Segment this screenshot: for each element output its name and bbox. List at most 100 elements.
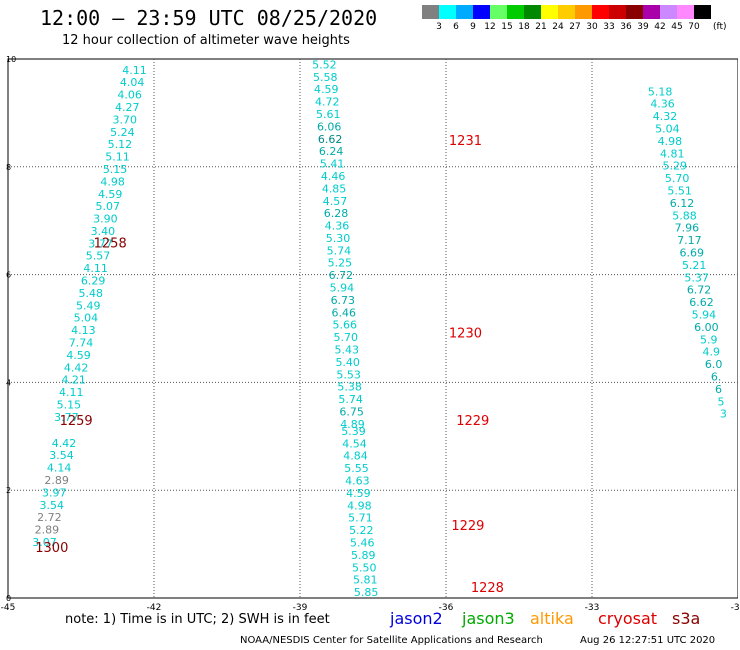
legend-swatch [677, 5, 694, 19]
legend-swatch [660, 5, 677, 19]
wave-height-value: 5.85 [354, 586, 379, 599]
satellite-label-cryosat: cryosat [598, 609, 658, 628]
wave-height-value: 5.55 [344, 462, 369, 475]
legend-tick-label: 39 [637, 22, 649, 32]
wave-height-value: 3.77 [88, 237, 113, 250]
wave-height-value: 5.61 [316, 108, 341, 121]
wave-height-value: 4.57 [323, 195, 348, 208]
wave-height-value: 4.98 [100, 175, 125, 188]
wave-height-value: 6.24 [319, 145, 344, 158]
pass-time-label: 1228 [471, 581, 504, 596]
wave-height-value: 5.70 [665, 172, 690, 185]
x-tick-label: -45 [1, 603, 16, 613]
legend-swatch [541, 5, 558, 19]
wave-height-value: 5.22 [349, 524, 374, 537]
wave-height-value: 5.94 [692, 308, 717, 321]
wave-height-value: 5.04 [655, 123, 680, 136]
pass-time-label: 1231 [449, 134, 482, 149]
wave-height-value: 6.62 [689, 296, 714, 309]
wave-height-value: 4.59 [98, 188, 123, 201]
wave-height-value: 3 [720, 408, 727, 421]
wave-height-value: 6.72 [329, 269, 354, 282]
wave-height-value: 4.59 [346, 487, 371, 500]
legend-tick-label: 70 [688, 22, 700, 32]
pass-time-label: 1259 [60, 414, 93, 429]
wave-height-value: 5.15 [103, 163, 128, 176]
wave-height-value: 5.24 [110, 126, 135, 139]
wave-height-value: 5.57 [86, 250, 111, 263]
wave-height-value: 5.37 [684, 271, 709, 284]
legend-swatch [643, 5, 660, 19]
wave-height-value: 4.42 [52, 437, 77, 450]
x-tick-label: -36 [439, 603, 454, 613]
legend-swatch [575, 5, 592, 19]
wave-height-value: 2.89 [44, 474, 69, 487]
x-tick-label: -30 [731, 603, 740, 613]
wave-height-value: 6.0 [705, 358, 723, 371]
y-tick-label: 10 [6, 55, 16, 64]
y-tick-label: 0 [6, 594, 11, 603]
wave-height-value: 5.74 [338, 393, 363, 406]
wave-height-value: 5.52 [312, 58, 337, 71]
wave-height-value: 5.94 [330, 282, 355, 295]
wave-height-value: 5.40 [335, 356, 360, 369]
generation-timestamp: Aug 26 12:27:51 UTC 2020 [580, 635, 716, 646]
wave-height-value: 3.90 [93, 213, 118, 226]
legend-swatch [592, 5, 609, 19]
wave-height-value: 5.38 [337, 381, 362, 394]
wave-height-value: 5.81 [353, 574, 378, 587]
wave-height-value: 6.75 [339, 406, 364, 419]
wave-height-value: 3.40 [91, 225, 116, 238]
legend-tick-label: 15 [501, 22, 513, 32]
wave-height-value: 4.11 [59, 386, 84, 399]
pass-time-label: 1230 [449, 326, 482, 341]
wave-height-value: 5.9 [700, 333, 718, 346]
wave-height-value: 4.81 [660, 147, 685, 160]
wave-height-value: 4.36 [325, 220, 350, 233]
wave-height-value: 4.06 [117, 89, 142, 102]
wave-height-value: 6.46 [332, 306, 357, 319]
legend-tick-label: 45 [671, 22, 683, 32]
wave-height-value: 6.29 [81, 275, 106, 288]
legend-tick-label: 9 [470, 22, 476, 32]
wave-height-value: 5.43 [334, 344, 359, 357]
wave-height-value: 5.18 [648, 85, 673, 98]
wave-height-value: 3.77 [54, 411, 79, 424]
wave-height-value: 4.98 [347, 499, 372, 512]
wave-height-value: 4.11 [122, 64, 147, 77]
legend-tick-label: 18 [518, 22, 530, 32]
wave-height-value: 3.97 [42, 486, 67, 499]
wave-height-value: 5.04 [74, 312, 99, 325]
wave-height-value: 7.17 [677, 234, 702, 247]
wave-height-value: 4.36 [650, 98, 675, 111]
legend-swatch [456, 5, 473, 19]
wave-height-value: 6.72 [687, 284, 712, 297]
wave-height-value: 5.25 [328, 257, 353, 270]
wave-height-value: 6.62 [318, 133, 343, 146]
wave-height-value: 5.39 [341, 425, 366, 438]
legend-tick-label: 6 [453, 22, 459, 32]
wave-height-value: 4.9 [702, 346, 720, 359]
wave-height-value: 6.69 [680, 247, 705, 260]
wave-height-value: 6.12 [670, 197, 695, 210]
satellite-label-jason2: jason2 [390, 609, 443, 628]
legend-tick-label: 27 [569, 22, 581, 32]
wave-height-value: 6 [715, 383, 722, 396]
wave-height-value: 7.96 [675, 222, 700, 235]
legend-swatch [490, 5, 507, 19]
legend-tick-label: 3 [436, 22, 442, 32]
wave-height-value: 4.54 [342, 437, 367, 450]
legend-tick-label: 24 [552, 22, 564, 32]
pass-time-label: 1258 [94, 236, 127, 251]
wave-height-value: 4.27 [115, 101, 140, 114]
satellite-label-altika: altika [530, 609, 574, 628]
right-margin-mask [738, 57, 740, 600]
wave-height-value: 5.07 [96, 200, 121, 213]
legend-tick-label: 42 [654, 22, 666, 32]
wave-height-value: 4.89 [340, 418, 365, 431]
x-tick-label: -39 [293, 603, 308, 613]
wave-height-value: 4.84 [343, 450, 368, 463]
legend-swatch [439, 5, 456, 19]
satellite-label-jason3: jason3 [462, 609, 515, 628]
